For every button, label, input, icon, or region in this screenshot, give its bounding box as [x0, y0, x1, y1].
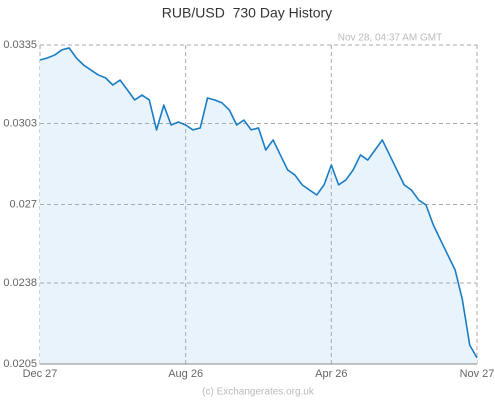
y-tick-label: 0.0238: [3, 277, 37, 289]
x-tick-label: Dec 27: [23, 368, 58, 380]
x-tick-label: Nov 27: [460, 368, 495, 380]
x-tick-label: Aug 26: [168, 368, 203, 380]
credit: (c) Exchangerates.org.uk: [202, 387, 315, 398]
y-tick-label: 0.0303: [3, 117, 37, 129]
area: [40, 47, 477, 364]
chart-title: RUB/USD 730 Day History: [162, 5, 332, 21]
x-tick-label: Apr 26: [315, 368, 347, 380]
y-tick-label: 0.0205: [3, 358, 37, 370]
y-tick-label: 0.027: [9, 198, 37, 210]
line: [39, 47, 478, 359]
timestamp: Nov 28, 04:37 AM GMT: [338, 33, 443, 44]
y-tick-label: 0.0335: [3, 39, 37, 51]
